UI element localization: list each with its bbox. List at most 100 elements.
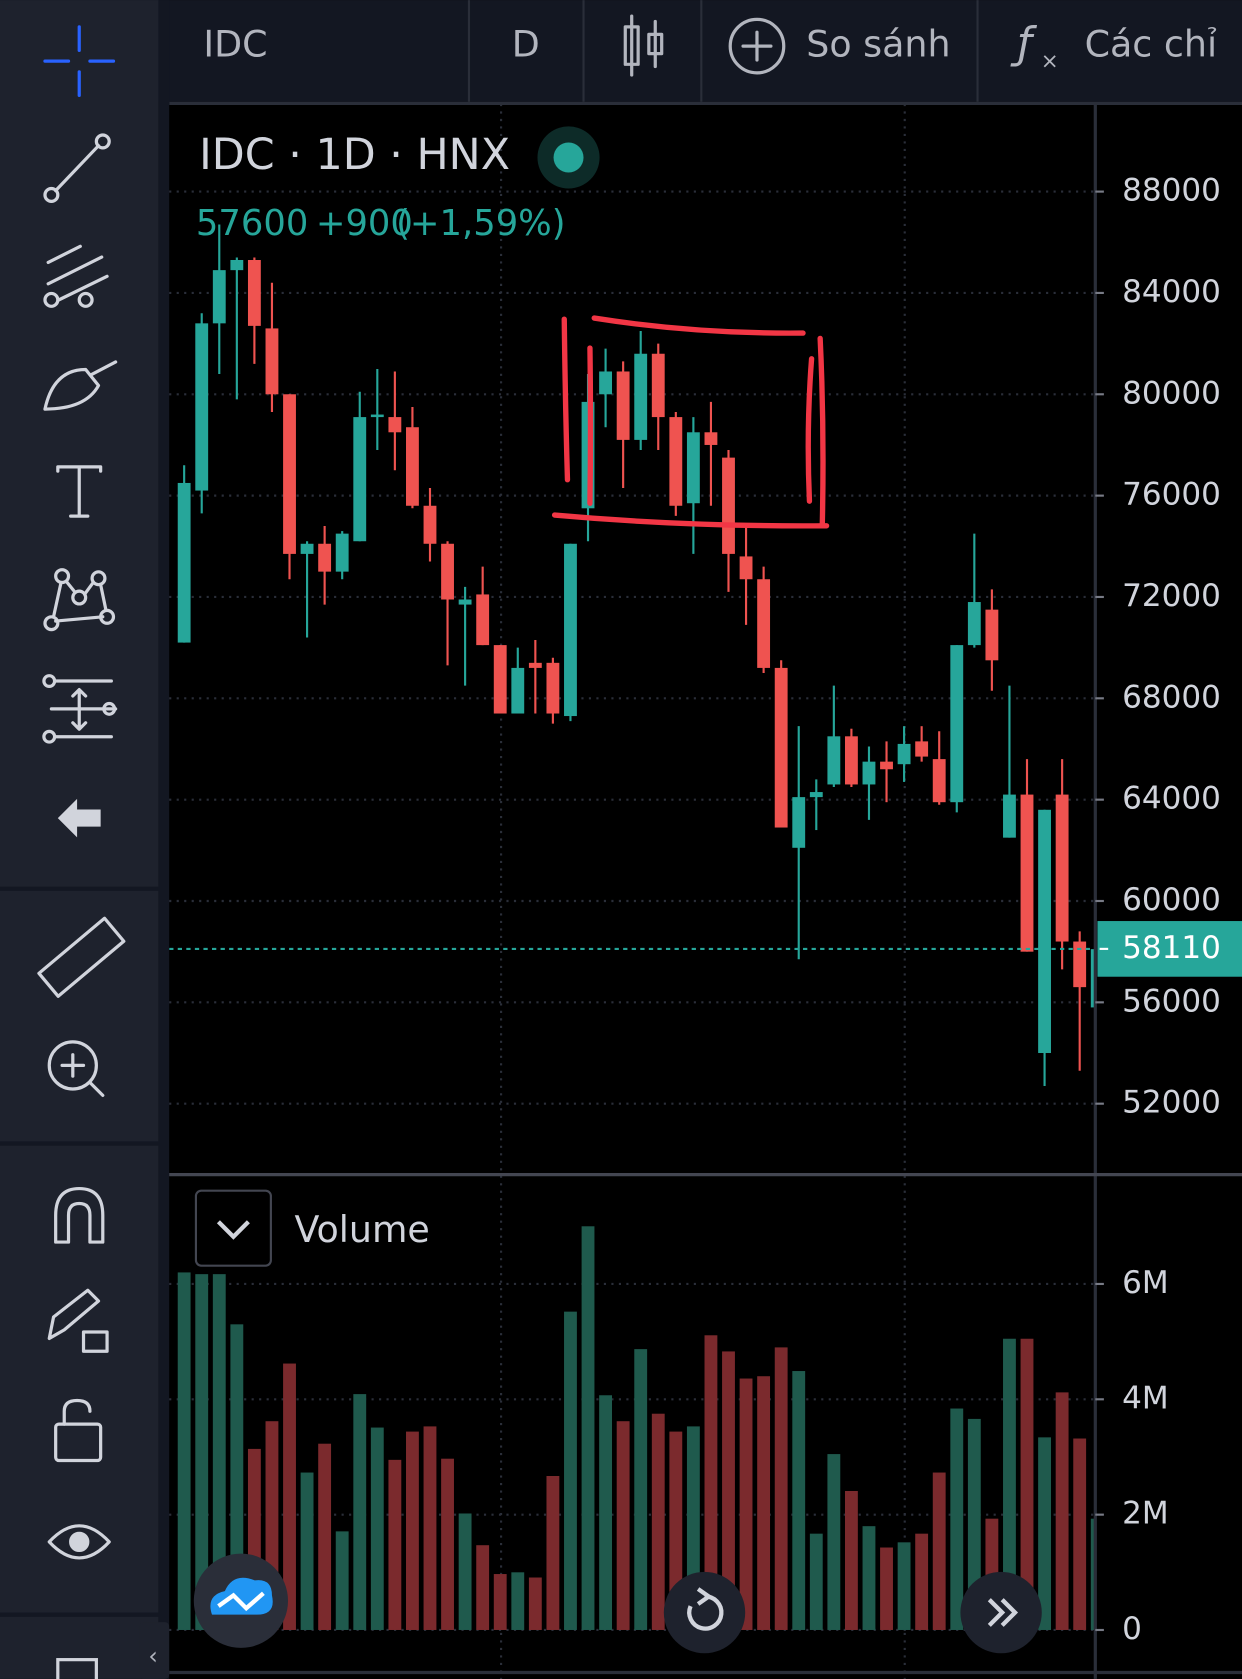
candle-body xyxy=(739,556,753,580)
compare-button[interactable]: So sánh xyxy=(806,23,950,66)
volume-bar xyxy=(283,1363,296,1630)
fib-tool[interactable] xyxy=(43,244,109,308)
candle-body xyxy=(177,482,191,643)
unlock-tool[interactable] xyxy=(54,1398,103,1463)
zoom-tool[interactable] xyxy=(47,1040,105,1098)
candle-body xyxy=(406,427,419,506)
volume-bar xyxy=(230,1324,244,1630)
volume-bar xyxy=(739,1378,753,1630)
brush-tool[interactable] xyxy=(43,360,118,411)
volume-bar xyxy=(757,1376,771,1630)
candle-body xyxy=(1038,809,1051,1054)
volume-bar xyxy=(581,1226,595,1630)
candle-body xyxy=(669,417,683,506)
candle-body xyxy=(1090,949,1096,1008)
pattern-tool[interactable] xyxy=(43,568,116,632)
candle-body xyxy=(511,667,525,714)
volume-bar xyxy=(528,1577,542,1630)
volume-bar xyxy=(827,1454,841,1630)
volume-bar xyxy=(616,1421,630,1630)
symbol-button[interactable]: IDC xyxy=(203,23,267,66)
candle-body xyxy=(247,260,261,326)
candle-body xyxy=(599,371,613,395)
crosshair-tool[interactable] xyxy=(43,25,116,97)
reset-button[interactable] xyxy=(663,1571,746,1654)
candle-body xyxy=(370,414,384,418)
y-tick-label: 4M xyxy=(1122,1380,1169,1416)
volume-bar xyxy=(195,1274,209,1630)
interval-button[interactable]: D xyxy=(512,23,540,66)
volume-bar xyxy=(897,1542,911,1630)
magnet-tool[interactable] xyxy=(54,1186,105,1244)
candle-body xyxy=(827,736,841,785)
candle-body xyxy=(616,371,630,440)
volume-bar xyxy=(212,1274,226,1630)
candle-body xyxy=(300,543,314,554)
text-tool[interactable] xyxy=(56,465,103,518)
candle-body xyxy=(476,594,490,646)
volume-bar xyxy=(599,1395,613,1630)
reset-arrow xyxy=(696,1587,713,1606)
price-axis: 52000 56000 60000 64000 68000 72000 76000 80000… xyxy=(1095,173,1242,1647)
compare-icon[interactable] xyxy=(728,17,786,75)
volume-bar xyxy=(880,1547,893,1630)
volume-bar xyxy=(1073,1438,1087,1630)
visibility-tool[interactable] xyxy=(47,1524,111,1560)
collapse-tab[interactable] xyxy=(139,1622,170,1679)
y-tick-label: 68000 xyxy=(1122,679,1221,715)
sidebar-bg xyxy=(0,0,159,1679)
last-price-badge xyxy=(1097,921,1242,977)
candle-body xyxy=(1020,794,1034,952)
y-tick-label: 88000 xyxy=(1122,173,1221,209)
candle-body xyxy=(967,602,981,646)
volume-bar xyxy=(458,1513,472,1630)
candle-body xyxy=(932,759,946,803)
candle-body xyxy=(564,543,577,717)
change: +900 xyxy=(316,203,413,244)
indicators-button[interactable]: Các chỉ xyxy=(1085,23,1217,66)
collapse-volume[interactable] xyxy=(194,1189,272,1267)
back-button[interactable] xyxy=(57,798,101,838)
chart-type-button[interactable] xyxy=(623,14,664,77)
volume-bar xyxy=(844,1490,858,1630)
y-tick-label: 52000 xyxy=(1122,1085,1221,1121)
volume-bar xyxy=(774,1347,788,1630)
hand-drawn-box xyxy=(551,315,830,529)
change-percent: (+1,59%) xyxy=(396,203,565,244)
candle-body xyxy=(1073,941,1087,988)
y-tick-label: 64000 xyxy=(1122,781,1221,817)
candle-body xyxy=(283,394,296,554)
trend-line-tool[interactable] xyxy=(43,133,111,203)
volume-bar xyxy=(370,1427,384,1630)
ruler-tool[interactable] xyxy=(37,916,126,998)
y-tick-label: 2M xyxy=(1122,1496,1169,1532)
volume-bar xyxy=(1020,1338,1034,1630)
lock-drawing-tool[interactable] xyxy=(47,1288,109,1353)
y-tick-label: 60000 xyxy=(1122,882,1221,918)
volume-title: Volume xyxy=(294,1208,429,1251)
volume-bar xyxy=(1003,1338,1016,1630)
candle-body xyxy=(704,432,718,445)
candle-body xyxy=(651,353,665,418)
volume-bar xyxy=(546,1476,560,1630)
volume-bar xyxy=(177,1272,191,1630)
candle-body xyxy=(950,645,964,803)
trash-tool[interactable] xyxy=(56,1658,98,1679)
candle-body xyxy=(230,260,244,271)
y-tick-label: 6M xyxy=(1122,1265,1169,1301)
candle-body xyxy=(493,645,507,714)
measure-tool[interactable] xyxy=(42,674,118,744)
volume-bar xyxy=(950,1408,964,1630)
y-tick-label: 80000 xyxy=(1122,375,1221,411)
candle-body xyxy=(528,662,542,668)
candle-body xyxy=(546,662,560,714)
candle-body xyxy=(1003,794,1016,838)
volume-bar xyxy=(862,1526,876,1630)
volume-bar xyxy=(634,1349,648,1630)
toolbar-bg xyxy=(0,0,1242,102)
grid xyxy=(169,103,1096,1679)
volume-bars xyxy=(177,1226,1096,1630)
volume-bar xyxy=(1090,1518,1096,1630)
volume-bar xyxy=(669,1431,683,1630)
